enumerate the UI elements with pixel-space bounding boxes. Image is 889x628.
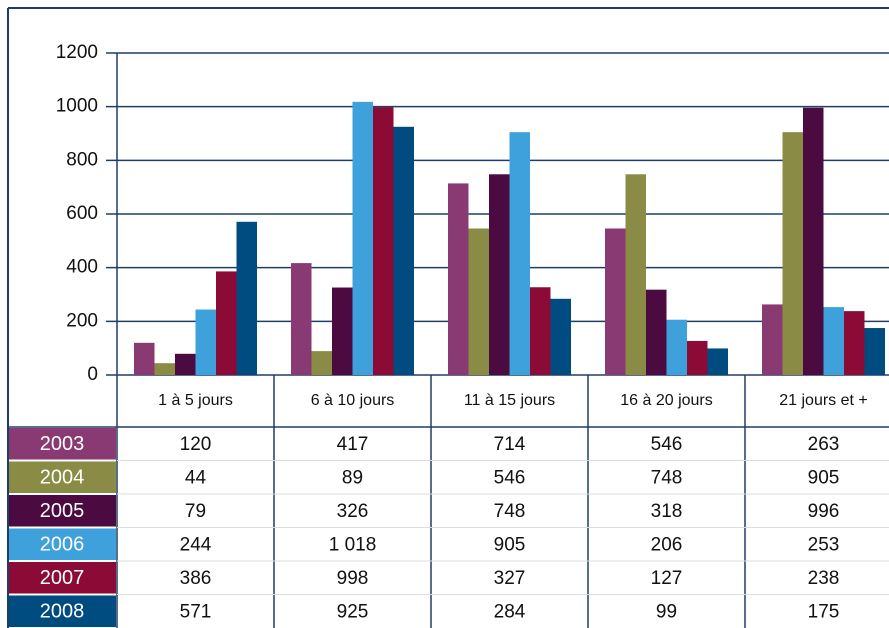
bar [373, 107, 394, 375]
table-cell: 1 018 [329, 534, 377, 555]
bar [134, 342, 155, 375]
table-cell: 905 [494, 534, 526, 555]
bar [332, 287, 353, 375]
table-cell: 120 [180, 434, 212, 455]
bar [646, 289, 667, 375]
y-tick-label: 400 [66, 257, 98, 278]
table-cell: 998 [337, 568, 369, 589]
table-cell: 571 [180, 601, 212, 622]
x-tick-label: 21 jours et + [779, 392, 868, 409]
bar [530, 287, 551, 375]
legend-label: 2008 [40, 601, 85, 623]
bar [154, 363, 175, 375]
bar [605, 228, 626, 375]
bar [236, 221, 257, 375]
table-cell: 748 [651, 467, 683, 488]
table-cell: 244 [180, 534, 212, 555]
legend-swatch [9, 495, 116, 527]
table-cell: 175 [808, 601, 840, 622]
bar [195, 309, 216, 375]
table-cell: 284 [494, 601, 526, 622]
x-tick-label: 11 à 15 jours [464, 392, 555, 409]
table-cell: 99 [656, 601, 677, 622]
legend-swatch [9, 595, 116, 627]
table-cell: 417 [337, 434, 369, 455]
bar [393, 126, 414, 376]
legend-swatch [9, 428, 116, 460]
bar [216, 271, 237, 375]
legend-label: 2004 [40, 467, 85, 489]
bar [509, 132, 530, 375]
table-cell: 996 [808, 501, 840, 522]
y-tick-label: 200 [66, 310, 98, 331]
x-tick-label: 1 à 5 jours [158, 392, 233, 409]
bar [291, 263, 312, 375]
bar [844, 311, 865, 375]
table-cell: 326 [337, 501, 369, 522]
bar [625, 174, 646, 375]
table-cell: 263 [808, 434, 840, 455]
bar [864, 328, 885, 375]
table-cell: 238 [808, 568, 840, 589]
legend-swatch [9, 528, 116, 560]
bar [550, 298, 571, 375]
y-tick-label: 600 [66, 203, 98, 224]
bar [175, 353, 196, 375]
table-cell: 748 [494, 501, 526, 522]
table-cell: 44 [185, 467, 207, 488]
bar [448, 183, 469, 375]
bar [823, 307, 844, 375]
table-cell: 127 [651, 568, 683, 589]
table-cell: 253 [808, 534, 840, 555]
legend-swatch [9, 461, 116, 493]
bar [762, 304, 783, 375]
table-cell: 546 [494, 467, 526, 488]
y-tick-label: 1000 [56, 96, 98, 117]
legend-label: 2005 [40, 500, 85, 522]
table-cell: 905 [808, 467, 840, 488]
bar [687, 340, 708, 375]
legend-label: 2003 [40, 433, 85, 455]
table-cell: 546 [651, 434, 683, 455]
table-cell: 206 [651, 534, 683, 555]
bar [352, 101, 373, 375]
table-cell: 79 [185, 501, 206, 522]
bar [666, 319, 687, 375]
bar [803, 107, 824, 376]
table-cell: 386 [180, 568, 212, 589]
legend-label: 2007 [40, 567, 85, 589]
bar [311, 351, 332, 375]
legend-swatch [9, 562, 116, 594]
legend-label: 2006 [40, 534, 85, 556]
table-cell: 318 [651, 501, 683, 522]
x-tick-label: 6 à 10 jours [311, 392, 395, 409]
table-cell: 714 [494, 434, 526, 455]
y-tick-label: 1200 [56, 42, 98, 63]
table-cell: 89 [342, 467, 363, 488]
y-tick-label: 800 [66, 149, 98, 170]
bar [707, 348, 728, 375]
x-tick-label: 16 à 20 jours [620, 392, 713, 409]
bar [468, 228, 489, 375]
table-cell: 925 [337, 601, 369, 622]
bar [489, 174, 510, 375]
y-tick-label: 0 [87, 364, 98, 385]
bar [782, 132, 803, 375]
table-cell: 327 [494, 568, 526, 589]
